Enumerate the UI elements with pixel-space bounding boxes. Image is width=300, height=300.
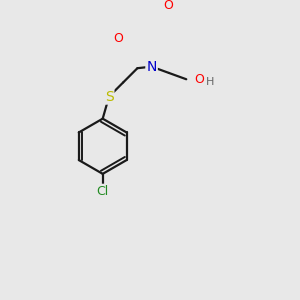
Text: N: N	[146, 60, 157, 74]
Text: S: S	[105, 90, 113, 104]
Text: O: O	[113, 32, 123, 45]
Text: O: O	[194, 73, 204, 86]
Text: Cl: Cl	[97, 185, 109, 198]
Text: O: O	[163, 0, 173, 12]
Text: H: H	[206, 77, 214, 87]
